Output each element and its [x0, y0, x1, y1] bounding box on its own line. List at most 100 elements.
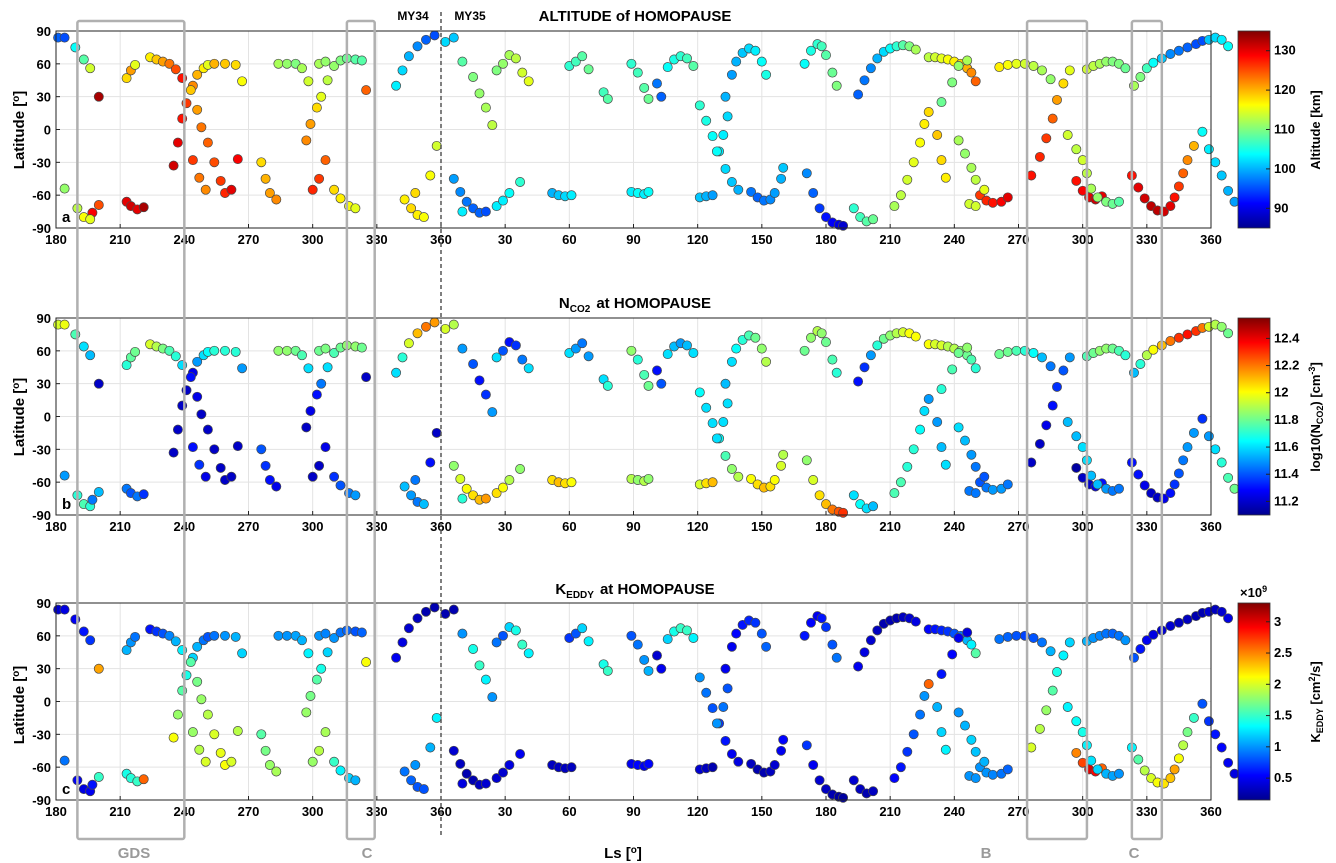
data-point [301, 135, 312, 146]
data-point [1223, 328, 1234, 339]
data-point [421, 34, 431, 45]
data-point [260, 460, 271, 471]
x-tick-label: 180 [45, 519, 67, 534]
data-point [960, 148, 970, 159]
colorbar-keddy [1237, 602, 1271, 801]
data-point [192, 104, 203, 115]
data-point [838, 220, 849, 231]
x-tick-label: 210 [109, 519, 131, 534]
data-point [164, 345, 175, 356]
data-point [639, 369, 650, 380]
data-point [523, 363, 534, 374]
data-point [1210, 157, 1221, 168]
data-point [947, 649, 958, 660]
data-point [1210, 444, 1221, 455]
data-point [93, 378, 104, 389]
data-point [1071, 144, 1082, 155]
data-point [1114, 483, 1124, 494]
data-point [230, 631, 241, 642]
data-point [750, 617, 761, 628]
data-point [1141, 635, 1152, 646]
data-point [656, 663, 667, 674]
colorbar-tick-label: 12.4 [1274, 330, 1300, 345]
colorbar-altitude-label: Altitude [km] [1308, 90, 1323, 169]
data-point [776, 745, 787, 756]
data-point [821, 499, 831, 510]
data-point [726, 749, 737, 759]
y-tick-label: -60 [32, 188, 51, 203]
data-point [718, 702, 729, 712]
data-point [908, 444, 919, 455]
x-tick-label: 240 [943, 804, 965, 819]
data-point [602, 665, 613, 676]
data-point [1092, 479, 1103, 490]
y-tick-label: 90 [37, 596, 51, 611]
data-point [720, 735, 731, 746]
data-point [429, 602, 440, 613]
data-point [361, 372, 372, 383]
data-point [1216, 170, 1227, 181]
data-point [711, 146, 722, 157]
data-point [859, 647, 870, 658]
box-label-c2: C [1129, 845, 1140, 862]
colorbar-tick-label: 130 [1274, 43, 1296, 58]
data-point [838, 792, 849, 803]
data-point [662, 62, 673, 73]
data-point [264, 188, 275, 198]
data-point [979, 471, 990, 482]
data-point [256, 444, 267, 455]
data-point [726, 641, 737, 652]
data-point [662, 349, 673, 360]
y-tick-label: 90 [37, 24, 51, 39]
data-point [1058, 78, 1069, 89]
colorbar-altitude [1237, 30, 1271, 229]
data-point [335, 765, 346, 776]
data-point [1047, 113, 1058, 124]
y-tick-label: 30 [37, 377, 51, 392]
data-point [707, 190, 718, 201]
data-point [220, 630, 230, 641]
data-point [461, 483, 472, 494]
year-label-my34: MY34 [397, 9, 429, 23]
data-point [491, 201, 502, 212]
data-point [194, 459, 205, 470]
y-tick-label: -30 [32, 442, 51, 457]
data-point [356, 627, 367, 638]
data-point [59, 183, 70, 194]
data-point [209, 58, 220, 69]
data-point [1011, 630, 1022, 641]
data-point [431, 140, 442, 151]
x-tick-label: 300 [1072, 519, 1094, 534]
data-point [164, 58, 175, 69]
x-tick-label: 300 [302, 519, 324, 534]
data-point [510, 625, 521, 636]
data-point [517, 639, 528, 650]
data-point [320, 727, 331, 738]
x-tick-label: 150 [751, 804, 773, 819]
data-point [776, 460, 787, 471]
data-point [200, 471, 211, 482]
data-point [1034, 151, 1045, 162]
data-point [457, 628, 468, 639]
data-point [682, 340, 692, 351]
data-point [936, 97, 947, 108]
data-point [421, 321, 431, 332]
data-point [356, 55, 367, 66]
data-point [1165, 336, 1176, 346]
data-point [848, 775, 859, 786]
data-point [848, 490, 859, 501]
data-point [418, 784, 429, 795]
data-point [311, 674, 322, 685]
data-point [87, 494, 98, 505]
data-point [418, 499, 429, 510]
data-point [1011, 345, 1022, 356]
x-tick-label: 300 [1072, 804, 1094, 819]
data-point [827, 354, 838, 365]
data-point [831, 80, 842, 91]
y-tick-label: -60 [32, 760, 51, 775]
x-tick-label: 90 [626, 519, 640, 534]
data-point [196, 409, 207, 420]
data-point [1071, 716, 1082, 727]
data-point [138, 489, 149, 500]
